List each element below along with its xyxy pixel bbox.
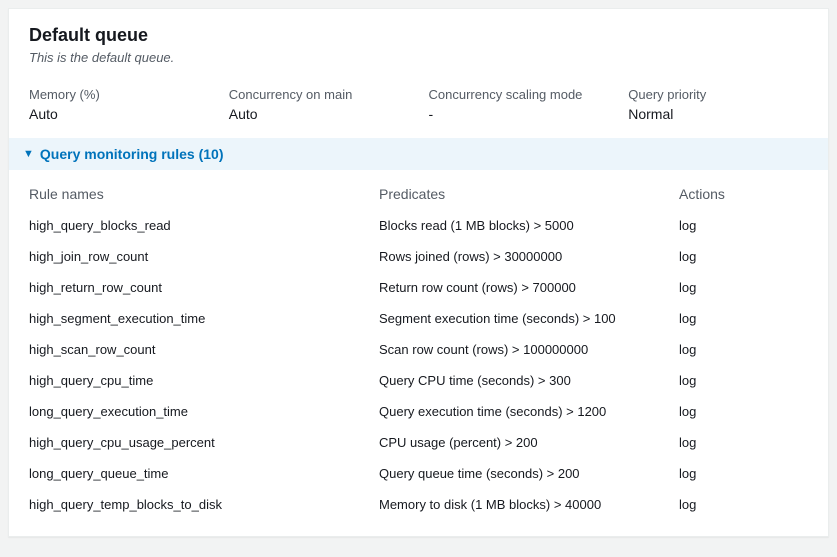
property-value: Normal [628, 106, 808, 122]
rule-name: high_return_row_count [29, 280, 379, 295]
property-label: Query priority [628, 87, 808, 102]
panel-subtitle: This is the default queue. [29, 50, 808, 65]
rule-predicate: Query execution time (seconds) > 1200 [379, 404, 679, 419]
rule-name: high_scan_row_count [29, 342, 379, 357]
rule-name: high_query_cpu_usage_percent [29, 435, 379, 450]
rule-name: high_query_blocks_read [29, 218, 379, 233]
col-header-action: Actions [679, 186, 808, 202]
property-concurrency-scaling: Concurrency scaling mode - [429, 87, 609, 122]
property-concurrency-main: Concurrency on main Auto [229, 87, 409, 122]
panel-title: Default queue [29, 25, 808, 46]
property-value: Auto [29, 106, 209, 122]
rules-table-body: high_query_blocks_readBlocks read (1 MB … [29, 210, 808, 520]
rule-name: high_query_temp_blocks_to_disk [29, 497, 379, 512]
table-row: long_query_queue_timeQuery queue time (s… [29, 458, 808, 489]
property-value: - [429, 106, 609, 122]
property-label: Concurrency scaling mode [429, 87, 609, 102]
col-header-predicate: Predicates [379, 186, 679, 202]
rules-table: Rule names Predicates Actions high_query… [9, 170, 828, 536]
table-row: high_join_row_countRows joined (rows) > … [29, 241, 808, 272]
panel-header: Default queue This is the default queue. [9, 9, 828, 77]
property-value: Auto [229, 106, 409, 122]
table-row: high_query_cpu_usage_percentCPU usage (p… [29, 427, 808, 458]
rule-action: log [679, 280, 808, 295]
rule-name: high_query_cpu_time [29, 373, 379, 388]
rule-predicate: Query CPU time (seconds) > 300 [379, 373, 679, 388]
rule-action: log [679, 404, 808, 419]
table-row: high_query_temp_blocks_to_diskMemory to … [29, 489, 808, 520]
rule-action: log [679, 218, 808, 233]
rules-table-header: Rule names Predicates Actions [29, 178, 808, 210]
table-row: high_return_row_countReturn row count (r… [29, 272, 808, 303]
properties-row: Memory (%) Auto Concurrency on main Auto… [9, 77, 828, 138]
rules-section-toggle[interactable]: ▼ Query monitoring rules (10) [9, 138, 828, 170]
rule-name: long_query_queue_time [29, 466, 379, 481]
rule-action: log [679, 342, 808, 357]
rule-action: log [679, 466, 808, 481]
rule-predicate: Blocks read (1 MB blocks) > 5000 [379, 218, 679, 233]
rules-section-title: Query monitoring rules (10) [40, 146, 224, 162]
property-label: Memory (%) [29, 87, 209, 102]
rule-action: log [679, 497, 808, 512]
caret-down-icon: ▼ [23, 148, 34, 160]
table-row: long_query_execution_timeQuery execution… [29, 396, 808, 427]
rule-name: high_segment_execution_time [29, 311, 379, 326]
table-row: high_segment_execution_timeSegment execu… [29, 303, 808, 334]
property-label: Concurrency on main [229, 87, 409, 102]
rule-predicate: Memory to disk (1 MB blocks) > 40000 [379, 497, 679, 512]
rule-action: log [679, 311, 808, 326]
table-row: high_scan_row_countScan row count (rows)… [29, 334, 808, 365]
rule-name: high_join_row_count [29, 249, 379, 264]
property-priority: Query priority Normal [628, 87, 808, 122]
rule-predicate: Rows joined (rows) > 30000000 [379, 249, 679, 264]
property-memory: Memory (%) Auto [29, 87, 209, 122]
col-header-name: Rule names [29, 186, 379, 202]
rule-action: log [679, 373, 808, 388]
rule-action: log [679, 249, 808, 264]
table-row: high_query_cpu_timeQuery CPU time (secon… [29, 365, 808, 396]
rule-name: long_query_execution_time [29, 404, 379, 419]
queue-panel: Default queue This is the default queue.… [8, 8, 829, 537]
rule-predicate: Segment execution time (seconds) > 100 [379, 311, 679, 326]
rule-predicate: CPU usage (percent) > 200 [379, 435, 679, 450]
rule-predicate: Query queue time (seconds) > 200 [379, 466, 679, 481]
rule-action: log [679, 435, 808, 450]
rule-predicate: Return row count (rows) > 700000 [379, 280, 679, 295]
rule-predicate: Scan row count (rows) > 100000000 [379, 342, 679, 357]
table-row: high_query_blocks_readBlocks read (1 MB … [29, 210, 808, 241]
